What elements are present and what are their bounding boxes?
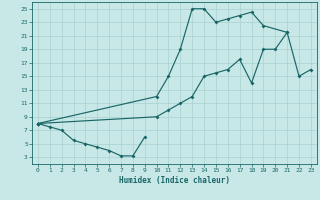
X-axis label: Humidex (Indice chaleur): Humidex (Indice chaleur) <box>119 176 230 185</box>
